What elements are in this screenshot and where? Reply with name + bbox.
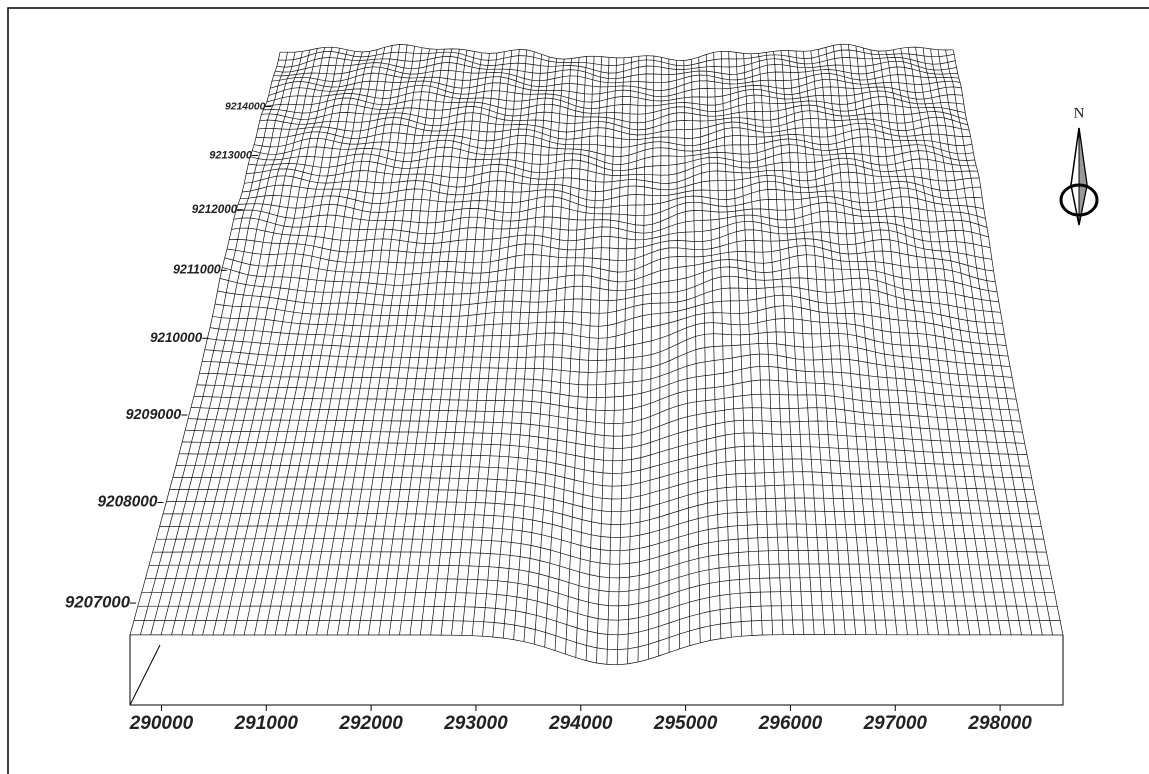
y-tick-label: 9208000 (97, 494, 157, 511)
y-tick-label: 9212000 (192, 203, 238, 216)
y-tick-label: 9210000 (150, 330, 203, 345)
mesh-line (192, 47, 325, 635)
mesh-line (901, 48, 991, 635)
mesh-line (684, 61, 690, 646)
mesh-line (931, 49, 1032, 635)
x-tick-label: 291000 (234, 713, 299, 734)
mesh-line (946, 50, 1053, 635)
mesh-line (317, 46, 415, 635)
mesh-line (774, 51, 815, 634)
mesh-line (638, 56, 646, 662)
x-tick-label: 295000 (653, 713, 718, 734)
north-arrow: N (1061, 105, 1097, 225)
mesh-line (803, 51, 855, 634)
y-tick-label: 9207000 (65, 592, 131, 611)
chart: N 290000 291000 292000 293000 294000 295000 29… (0, 0, 1149, 774)
y-tick-label: 9213000 (209, 149, 253, 161)
mesh-line (648, 56, 654, 659)
mesh-line (203, 47, 333, 635)
x-tick-label: 294000 (548, 713, 613, 734)
x-tick-label: 297000 (863, 713, 928, 734)
mesh-line (545, 57, 579, 647)
north-label: N (1074, 105, 1085, 121)
mesh-line (714, 52, 732, 637)
mesh-line (659, 57, 662, 656)
y-tick-label: 9209000 (126, 407, 182, 423)
mesh-line (534, 59, 571, 645)
mesh-line (555, 56, 587, 650)
mesh-line (607, 58, 624, 665)
mesh-line (841, 44, 908, 635)
mesh-line (451, 50, 511, 635)
box-edge (130, 635, 1063, 705)
x-tick-label: 290000 (129, 713, 194, 734)
x-tick-label: 296000 (758, 713, 823, 734)
mesh-line (389, 50, 467, 635)
mesh-line (781, 51, 825, 635)
mesh-line (923, 48, 1021, 635)
mesh-line (676, 60, 679, 649)
mesh-line (721, 51, 741, 636)
mesh-line (223, 50, 347, 635)
mesh-line (213, 48, 340, 635)
mesh-line (811, 51, 866, 635)
x-tick-label: 293000 (443, 713, 508, 734)
mesh-line (856, 46, 928, 635)
surface-mesh (130, 44, 1063, 705)
mesh-line (337, 49, 429, 635)
mesh-line (368, 49, 452, 635)
y-tick-label: 9214000 (225, 101, 266, 112)
mesh-line (503, 57, 549, 638)
mesh-line (400, 52, 475, 636)
mesh-line (483, 52, 535, 637)
mesh-line (886, 51, 970, 635)
x-tick-label: 298000 (967, 713, 1032, 734)
x-tick-label: 292000 (338, 713, 403, 734)
mesh-line (348, 49, 437, 635)
y-tick-label: 9211000 (173, 263, 221, 277)
